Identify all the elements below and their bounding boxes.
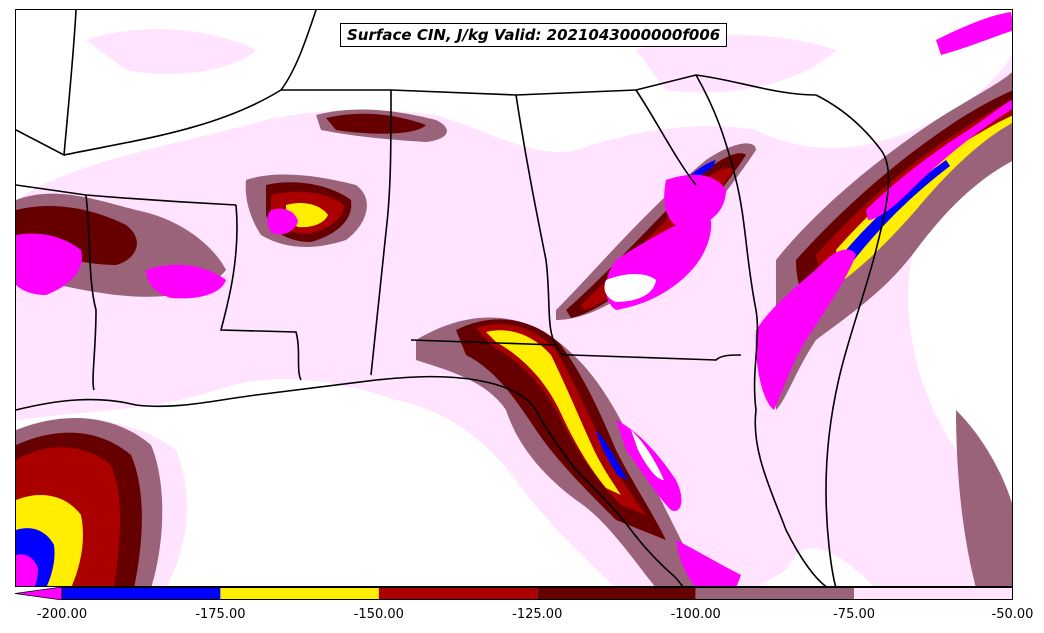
colorbar-tick-label: -50.00 — [991, 607, 1034, 622]
colorbar-bin — [854, 587, 1013, 600]
colorbar-bins — [62, 587, 1013, 600]
colorbar-bin — [378, 587, 538, 600]
colorbar-tick-label: -200.00 — [36, 607, 88, 622]
geo-boundaries — [16, 10, 890, 586]
colorbar — [15, 587, 1013, 600]
cin-contour-blue — [16, 160, 950, 586]
colorbar-tick-label: -100.00 — [670, 607, 721, 622]
colorbar-bin — [537, 587, 696, 600]
colorbar-under-triangle — [15, 587, 63, 600]
colorbar-outline — [61, 587, 1013, 600]
colorbar-tick-label: -125.00 — [512, 607, 563, 622]
cin-contour-white-hole — [604, 274, 664, 480]
colorbar-bin — [220, 587, 379, 600]
map-panel: Surface CIN, J/kg Valid: 2021043000000f0… — [15, 9, 1013, 587]
colorbar-tick-label: -150.00 — [353, 607, 404, 622]
cin-contour-lightest — [16, 29, 1012, 586]
colorbar-bin — [62, 587, 221, 600]
map-title: Surface CIN, J/kg Valid: 2021043000000f0… — [340, 23, 728, 47]
cin-map — [16, 10, 1012, 586]
colorbar-tick-label: -175.00 — [195, 607, 246, 622]
colorbar-tick-label: -75.00 — [833, 607, 876, 622]
colorbar-bin — [695, 587, 855, 600]
